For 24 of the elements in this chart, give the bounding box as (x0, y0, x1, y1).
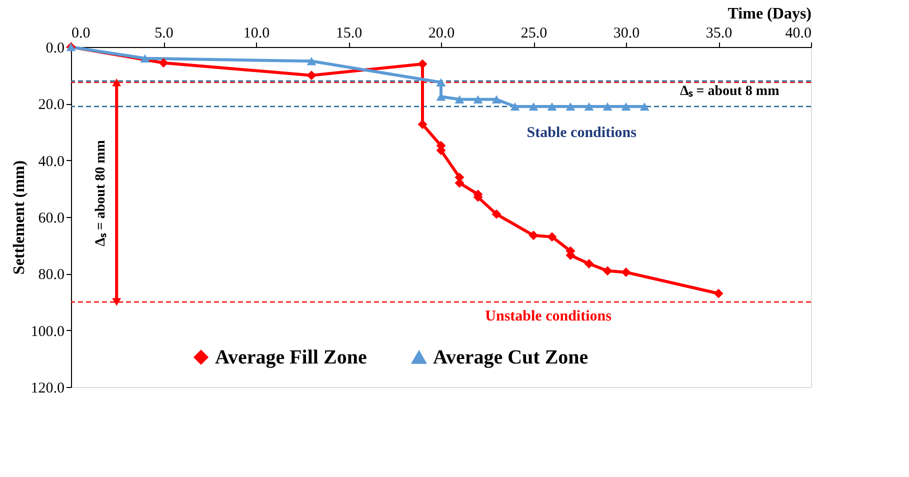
annotation: Stable conditions (526, 125, 637, 141)
annotation: Unstable conditions (485, 308, 612, 325)
y-tick-label: 20.0 (38, 97, 64, 114)
x-tick-label: 25.0 (520, 26, 548, 42)
y-tick-label: 0.0 (46, 40, 64, 56)
y-tick-label: 40.0 (38, 154, 64, 170)
x-tick-label: 35.0 (706, 26, 732, 42)
x-tick-label: 10.0 (243, 26, 270, 42)
legend-label: Average Cut Zone (433, 346, 588, 369)
x-axis-title: Time (Days) (728, 6, 812, 22)
y-tick-label: 100.0 (30, 324, 64, 340)
x-tick-label: 0.0 (72, 26, 90, 42)
x-tick-label: 20.0 (428, 26, 455, 42)
y-tick-label: 120.0 (30, 380, 64, 396)
annotation: Δₛ = about 8 mm (680, 84, 780, 100)
y-axis-title: Settlement (mm) (10, 160, 28, 275)
annotation: Δₛ = about 80 mm (94, 140, 109, 246)
x-tick-label: 40.0 (785, 26, 812, 42)
y-tick-label: 60.0 (38, 210, 64, 226)
x-tick-label: 30.0 (613, 26, 640, 42)
x-tick-label: 15.0 (336, 26, 362, 42)
x-tick-label: 5.0 (154, 26, 174, 42)
legend-label: Average Fill Zone (215, 346, 367, 368)
y-tick-label: 80.0 (38, 267, 64, 284)
